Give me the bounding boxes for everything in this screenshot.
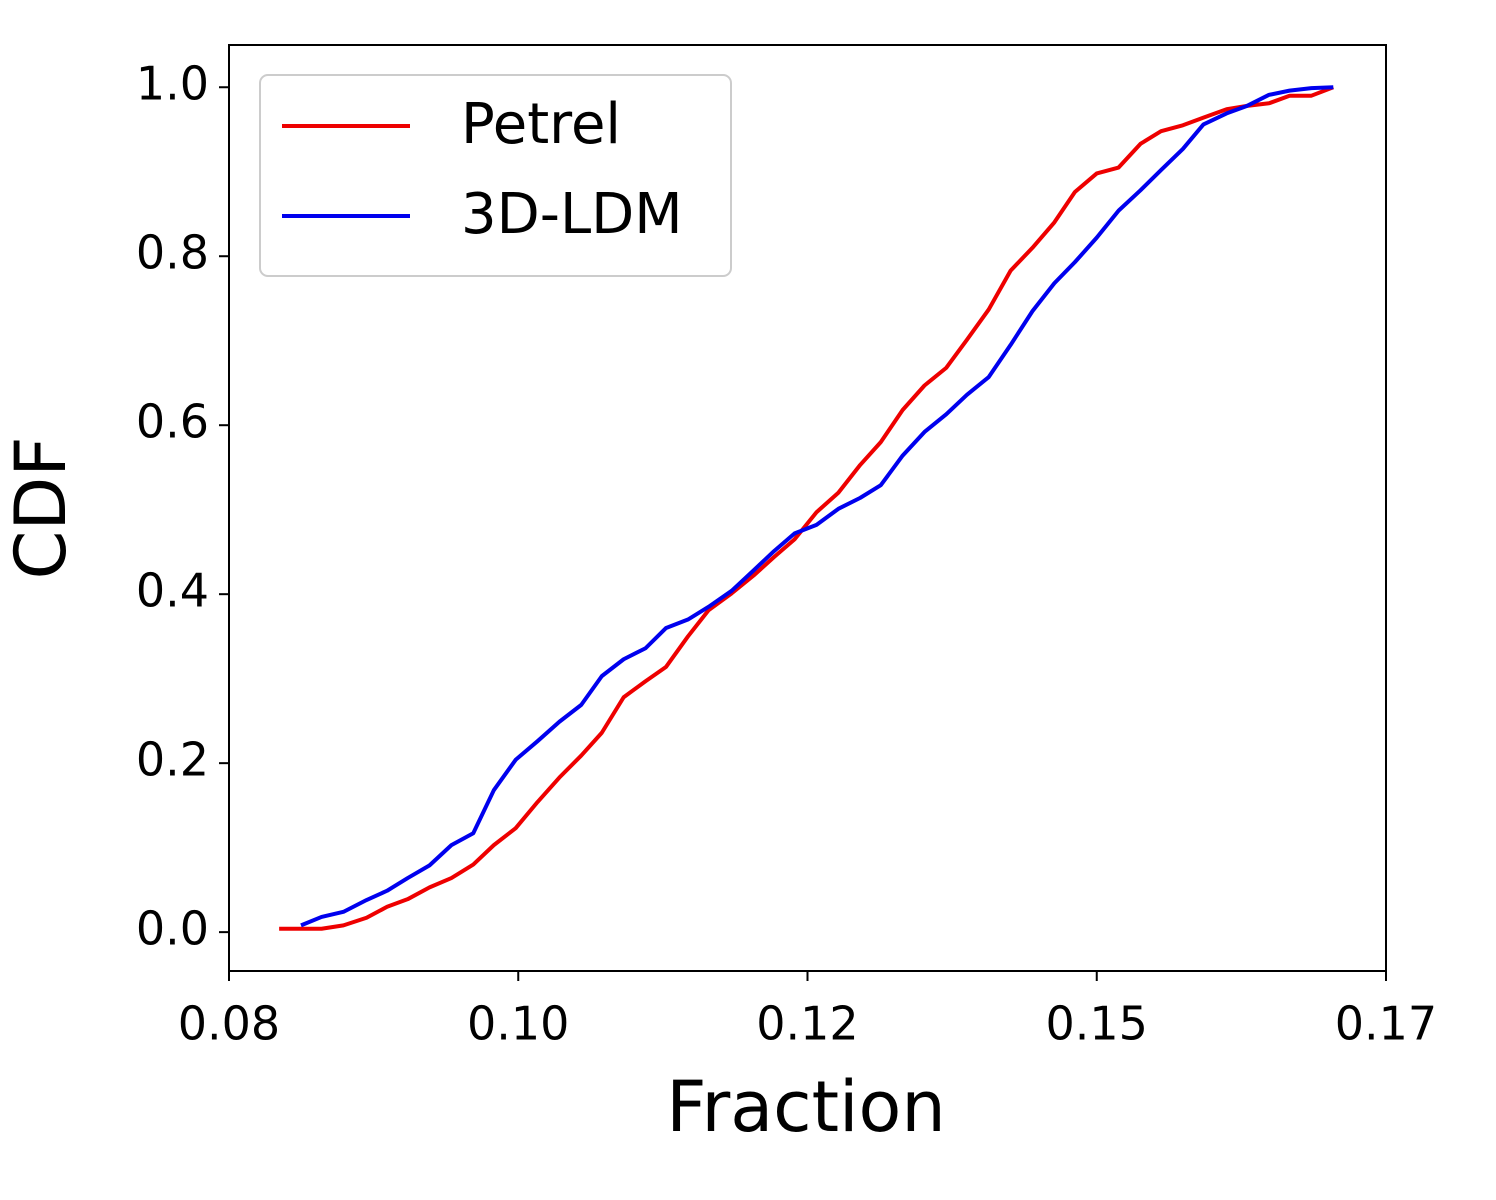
y-tick-label: 1.0 — [136, 57, 209, 111]
y-tick-label: 0.8 — [136, 226, 209, 280]
data-line — [300, 85, 1334, 928]
legend-label: 3D-LDM — [461, 182, 683, 247]
x-tick-label: 0.08 — [178, 997, 280, 1051]
x-tick-label: 0.17 — [1335, 997, 1437, 1051]
y-axis-label: CDF — [0, 436, 82, 579]
x-axis-label: Fraction — [666, 1066, 945, 1148]
x-tick-label: 0.15 — [1046, 997, 1148, 1051]
y-tick-label: 0.6 — [136, 395, 209, 449]
y-tick-label: 0.2 — [136, 733, 209, 787]
plot-frame — [228, 44, 1387, 972]
data-line — [279, 85, 1335, 931]
x-tick-label: 0.10 — [467, 997, 569, 1051]
legend-label: Petrel — [461, 92, 621, 157]
y-tick-label: 0.4 — [136, 564, 209, 618]
y-tick-label: 0.0 — [136, 902, 209, 956]
x-tick-label: 0.12 — [756, 997, 858, 1051]
